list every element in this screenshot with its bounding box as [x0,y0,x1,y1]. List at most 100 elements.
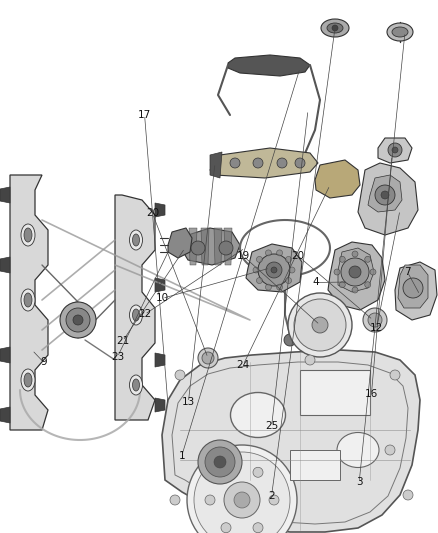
Circle shape [221,523,231,532]
Polygon shape [358,163,418,235]
Text: 16: 16 [365,390,378,399]
Circle shape [205,495,215,505]
Ellipse shape [387,23,413,41]
Circle shape [349,266,361,278]
Circle shape [170,495,180,505]
Circle shape [253,467,263,477]
Ellipse shape [24,373,32,387]
Ellipse shape [332,25,338,31]
Polygon shape [0,407,10,423]
Circle shape [256,256,262,262]
Ellipse shape [230,392,286,438]
Circle shape [339,256,345,262]
Circle shape [66,308,90,332]
Ellipse shape [21,369,35,391]
Ellipse shape [133,379,139,391]
Circle shape [175,370,185,380]
Circle shape [234,492,250,508]
Polygon shape [338,248,374,292]
Ellipse shape [392,27,408,37]
Text: 17: 17 [138,110,151,119]
Circle shape [60,302,96,338]
Circle shape [334,269,340,275]
Circle shape [269,495,279,505]
Circle shape [194,452,290,533]
Ellipse shape [327,23,343,33]
Polygon shape [210,152,222,178]
Circle shape [266,262,282,278]
Circle shape [339,282,345,288]
Circle shape [305,355,315,365]
Text: 3: 3 [356,478,363,487]
Polygon shape [398,265,428,308]
Ellipse shape [130,375,142,395]
Text: 2: 2 [268,491,275,500]
Text: 21: 21 [116,336,129,346]
Text: 9: 9 [40,358,47,367]
Circle shape [368,313,382,327]
Polygon shape [315,160,360,198]
Circle shape [253,523,263,532]
Circle shape [295,158,305,168]
Text: 20: 20 [291,251,304,261]
Polygon shape [168,228,192,258]
Polygon shape [368,175,402,212]
Circle shape [256,278,262,284]
Circle shape [388,143,402,157]
Circle shape [271,267,277,273]
Circle shape [198,348,218,368]
Circle shape [276,250,283,256]
Circle shape [214,456,226,468]
Circle shape [312,317,328,333]
Text: 24: 24 [237,360,250,370]
Circle shape [253,158,263,168]
Circle shape [385,445,395,455]
Polygon shape [182,228,240,265]
Circle shape [365,256,371,262]
Polygon shape [155,203,165,217]
Text: 23: 23 [111,352,124,362]
Circle shape [258,254,290,286]
Text: 22: 22 [138,310,151,319]
Polygon shape [0,347,10,363]
Text: 7: 7 [404,267,411,277]
Circle shape [277,158,287,168]
Text: 4: 4 [312,278,319,287]
Circle shape [230,158,240,168]
Circle shape [219,241,233,255]
Circle shape [341,258,369,286]
Circle shape [221,467,231,477]
Circle shape [403,278,423,298]
Text: 13: 13 [182,398,195,407]
Polygon shape [228,55,310,76]
Circle shape [403,490,413,500]
Circle shape [265,284,272,290]
Circle shape [294,299,346,351]
Text: 1: 1 [178,451,185,461]
Polygon shape [395,262,437,320]
Polygon shape [246,244,302,292]
Circle shape [370,269,376,275]
Ellipse shape [321,19,349,37]
Circle shape [205,447,235,477]
Polygon shape [162,350,420,532]
Circle shape [284,334,296,346]
Circle shape [198,440,242,484]
Polygon shape [224,228,232,265]
Polygon shape [290,450,340,480]
Ellipse shape [24,293,32,307]
Polygon shape [214,228,222,265]
Text: 10: 10 [155,294,169,303]
Circle shape [286,256,292,262]
Ellipse shape [337,432,379,467]
Circle shape [187,445,297,533]
Circle shape [363,308,387,332]
Circle shape [392,147,398,153]
Circle shape [276,284,283,290]
Polygon shape [378,138,412,163]
Polygon shape [10,175,48,430]
Circle shape [286,278,292,284]
Ellipse shape [24,228,32,242]
Circle shape [352,251,358,257]
Circle shape [288,293,352,357]
